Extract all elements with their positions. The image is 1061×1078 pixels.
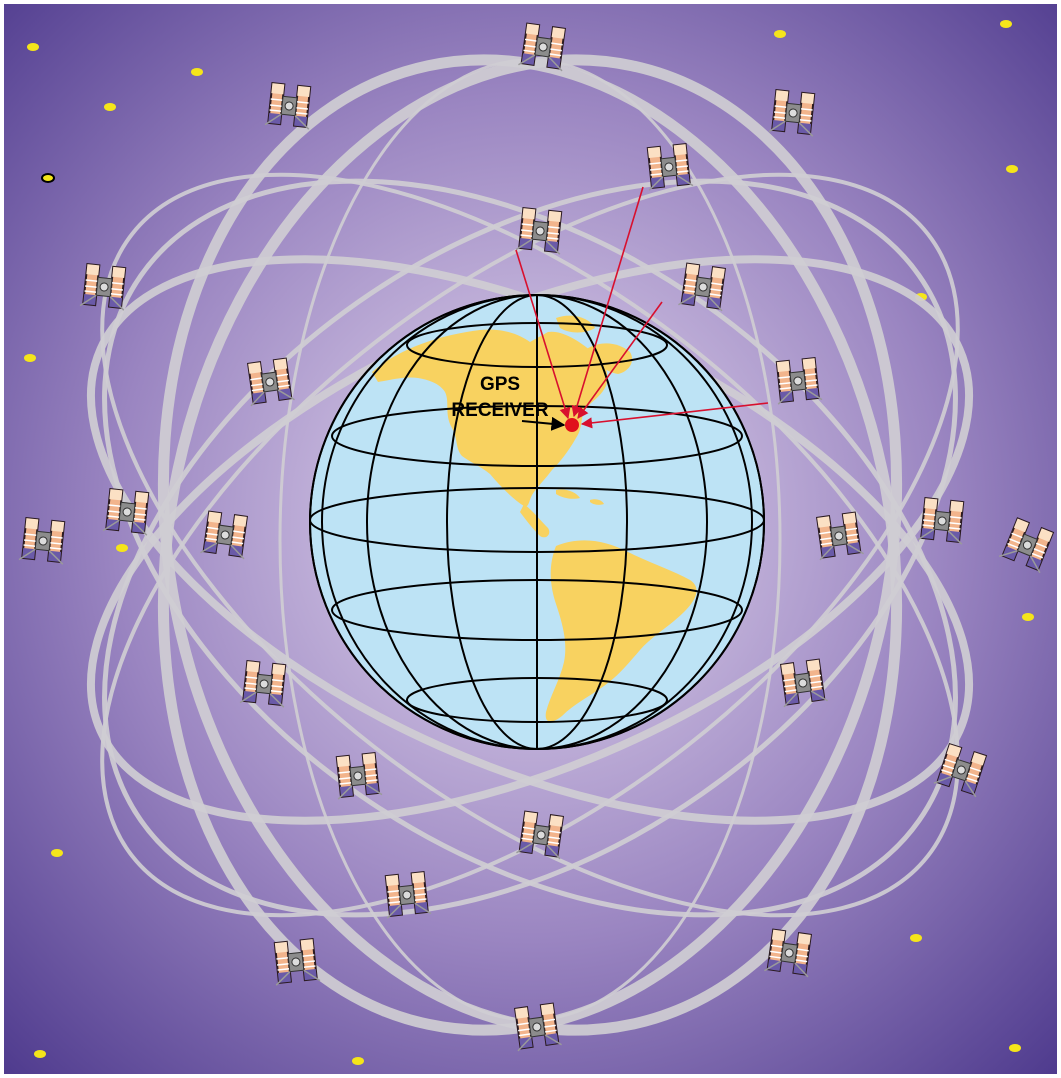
signal-line — [580, 402, 769, 429]
star-icon — [1009, 1044, 1021, 1052]
star-icon — [1006, 165, 1018, 173]
receiver-pointer-arrow — [521, 416, 566, 431]
receiver-label-line1: GPS — [480, 374, 520, 395]
star-icon — [774, 30, 786, 38]
orbit-ring — [102, 178, 958, 918]
star-icon — [352, 1057, 364, 1065]
star-icon — [116, 544, 128, 552]
orbit-ring — [157, 54, 903, 1036]
star-icon — [24, 354, 36, 362]
orbit-ring — [100, 172, 960, 918]
star-icon — [910, 934, 922, 942]
star-icon — [41, 173, 55, 183]
signal-line — [577, 301, 663, 419]
globe-icon — [309, 294, 765, 750]
star-icon — [191, 68, 203, 76]
star-icon — [27, 43, 39, 51]
receiver-dot-icon — [565, 418, 579, 432]
stars — [24, 20, 1034, 1065]
orbit-ring — [157, 54, 903, 1036]
star-icon — [104, 103, 116, 111]
signal-lines — [515, 186, 769, 429]
orbit-ring — [102, 178, 958, 918]
star-icon — [51, 849, 63, 857]
north-america — [372, 329, 608, 507]
star-icon — [1000, 20, 1012, 28]
orbit-ring — [100, 172, 960, 918]
receiver-label-line2: RECEIVER — [451, 400, 548, 421]
star-icon — [1022, 613, 1034, 621]
star-icon — [34, 1050, 46, 1058]
signal-line — [571, 186, 644, 418]
central-america — [520, 504, 550, 538]
signal-line — [515, 249, 571, 420]
